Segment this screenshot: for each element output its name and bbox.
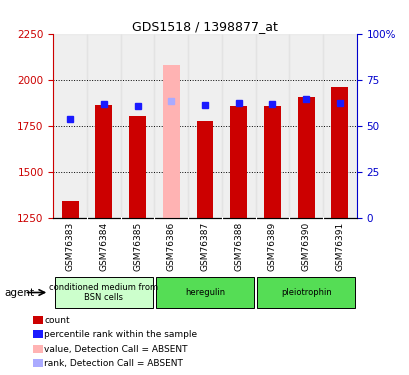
Text: GSM76390: GSM76390 xyxy=(301,222,310,272)
Bar xyxy=(196,121,213,218)
Text: count: count xyxy=(44,316,70,325)
Text: GSM76386: GSM76386 xyxy=(166,222,175,272)
Text: GSM76388: GSM76388 xyxy=(234,222,243,272)
Text: GSM76385: GSM76385 xyxy=(133,222,142,272)
Text: value, Detection Call = ABSENT: value, Detection Call = ABSENT xyxy=(44,345,187,354)
Bar xyxy=(263,106,280,218)
Bar xyxy=(256,278,354,308)
Text: GSM76391: GSM76391 xyxy=(335,222,344,272)
Text: GSM76383: GSM76383 xyxy=(65,222,74,272)
Text: conditioned medium from
BSN cells: conditioned medium from BSN cells xyxy=(49,283,158,302)
Bar xyxy=(330,87,347,218)
Text: rank, Detection Call = ABSENT: rank, Detection Call = ABSENT xyxy=(44,360,183,369)
Text: GSM76389: GSM76389 xyxy=(267,222,276,272)
Bar xyxy=(62,201,79,217)
Bar xyxy=(230,106,247,218)
Text: GSM76384: GSM76384 xyxy=(99,222,108,271)
Text: pleiotrophin: pleiotrophin xyxy=(280,288,331,297)
Bar xyxy=(322,34,356,218)
Text: heregulin: heregulin xyxy=(184,288,225,297)
Bar xyxy=(120,34,154,218)
Bar xyxy=(221,34,255,218)
Bar xyxy=(53,34,87,218)
Bar xyxy=(255,34,289,218)
Bar xyxy=(33,330,43,338)
Title: GDS1518 / 1398877_at: GDS1518 / 1398877_at xyxy=(132,20,277,33)
Bar xyxy=(297,97,314,218)
Bar xyxy=(55,278,153,308)
Bar xyxy=(289,34,322,218)
Bar xyxy=(162,65,179,218)
Bar xyxy=(87,34,120,218)
Bar xyxy=(95,105,112,218)
Bar xyxy=(33,359,43,368)
Bar xyxy=(129,117,146,218)
Bar xyxy=(154,34,188,218)
Text: agent: agent xyxy=(4,288,34,297)
Text: GSM76387: GSM76387 xyxy=(200,222,209,272)
Bar xyxy=(188,34,221,218)
Bar xyxy=(33,345,43,353)
Text: percentile rank within the sample: percentile rank within the sample xyxy=(44,330,197,339)
Bar xyxy=(156,278,253,308)
Bar xyxy=(33,316,43,324)
